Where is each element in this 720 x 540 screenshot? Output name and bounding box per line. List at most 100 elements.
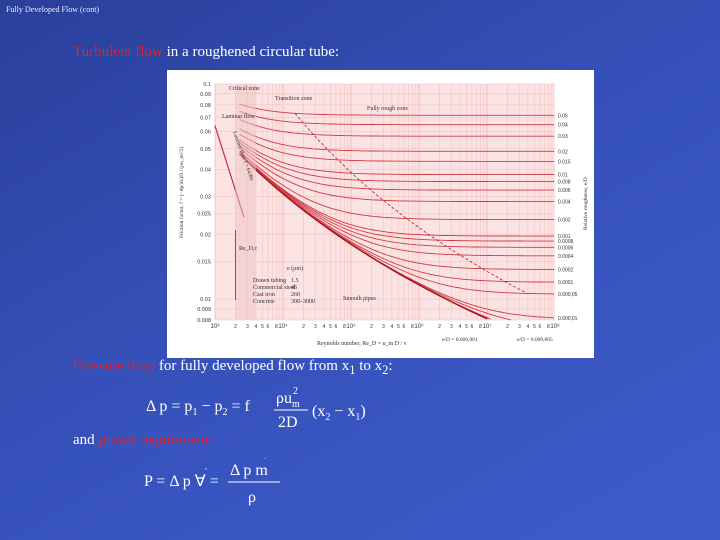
roughness-tick-label: 0.008	[558, 180, 571, 186]
moody-chart: Critical zone Transition zone Fully roug…	[167, 70, 594, 358]
f-tick-label: 0.03	[200, 194, 211, 200]
x-tick-label: 10⁸	[550, 323, 560, 330]
eq1-numerator: ρum	[276, 390, 300, 410]
material-e: 260	[291, 292, 300, 298]
x1-subscript: 1	[349, 363, 356, 377]
roughness-tick-label: 0.001	[558, 234, 571, 240]
eq1-denominator: 2D	[278, 414, 298, 431]
x-tick-label: 6	[267, 324, 270, 330]
x-tick-label: 2	[438, 324, 441, 330]
roughness-tick-label: 0.0008	[558, 239, 574, 245]
x-tick-label: 5	[261, 324, 264, 330]
x-tick-label: 2	[506, 324, 509, 330]
material-name: Drawn tubing	[253, 278, 286, 284]
f-tick-label: 0.1	[203, 82, 211, 88]
roughness-tick-label: 0.0004	[558, 254, 574, 260]
pressure-drop-mid: to x	[355, 358, 383, 374]
roughness-tick-label: 0.015	[558, 159, 571, 165]
x-tick-label: 10⁴	[278, 323, 288, 330]
moody-chart-svg: Critical zone Transition zone Fully roug…	[167, 70, 594, 358]
x-tick-label: 5	[329, 324, 332, 330]
roughness-tick-label: 0.02	[558, 149, 568, 155]
x-tick-label: 2	[234, 324, 237, 330]
x-tick-label: 8	[479, 324, 482, 330]
power-equation-svg: P = Δ p ∀ = ˙ Δ p m ˙ ρ	[144, 454, 280, 506]
x-tick-label: 10⁷	[483, 323, 492, 330]
x-tick-label: 3	[382, 324, 385, 330]
roughness-curve	[239, 142, 555, 183]
roughness-curve	[239, 150, 555, 221]
turbulent-flow-highlight: Turbulent flow	[73, 44, 163, 60]
x-tick-label: 2	[302, 324, 305, 330]
roughness-curve	[239, 103, 555, 116]
x-tick-label: 10⁶	[414, 323, 424, 330]
x-tick-label: 3	[450, 324, 453, 330]
pressure-drop-equation: Δ p = p1 − p2 = f ρum 2 2D (x2 − x1)	[146, 386, 386, 439]
f-tick-label: 0.008	[197, 318, 211, 324]
x-tick-label: 3	[518, 324, 521, 330]
x-tick-label: 6	[403, 324, 406, 330]
material-name: Cast iron	[253, 292, 275, 298]
roughness-tick-label: 0.0006	[558, 245, 574, 251]
x2-subscript: 2	[382, 363, 389, 377]
roughness-tick-label: 0.002	[558, 218, 571, 224]
x-tick-label: 5	[533, 324, 536, 330]
eq2-denominator: ρ	[248, 489, 256, 506]
x-tick-label: 4	[323, 324, 326, 330]
laminar-flow-label: Laminar flow	[222, 113, 255, 120]
roughness-curve	[239, 139, 555, 176]
material-e: 46	[291, 285, 297, 291]
f-tick-label: 0.01	[200, 297, 211, 303]
roughness-tick-label: 0.03	[558, 134, 568, 140]
eq1-paren: (x2 − x1)	[312, 403, 366, 423]
eq2-numerator-dot: ˙	[263, 458, 267, 468]
roughness-tick-label: 0.0002	[558, 267, 574, 273]
y-axis-label: Friction factor, f = (−dp/dx)D / (ρu_m²/…	[178, 146, 185, 238]
roughness-curve	[239, 153, 488, 320]
roughness-curve	[239, 152, 555, 248]
roughness-curve	[239, 133, 555, 162]
critical-zone-label: Critical zone	[229, 86, 260, 92]
f-tick-label: 0.02	[200, 232, 211, 238]
roughness-tick-label: 0.04	[558, 123, 568, 129]
material-table-header: e (μm)	[287, 265, 303, 272]
axis-ticks: 0.10.090.080.070.060.050.040.030.0250.02…	[197, 82, 577, 330]
pressure-drop-highlight: Pressure drop	[73, 358, 156, 374]
power-requirement-highlight: power requirement	[98, 432, 213, 448]
x-tick-label: 5	[397, 324, 400, 330]
roughness-tick-label: 0.004	[558, 200, 571, 206]
roughness-curve	[239, 144, 555, 191]
recrit-label: Re_D,c	[239, 246, 257, 252]
fully-rough-zone-label: Fully rough zone	[367, 106, 408, 112]
x-axis-label: Reynolds number, Re_D = u_m D / ν	[317, 341, 407, 347]
x-tick-label: 5	[465, 324, 468, 330]
material-table: e (μm) Drawn tubing 1.5 Commercial steel…	[253, 265, 315, 305]
eq1-numerator-superscript: 2	[293, 386, 298, 397]
x-tick-label: 8	[343, 324, 346, 330]
eq1-lhs: Δ p = p1 − p2 = f	[146, 398, 250, 418]
roughness-tick-label: 0.05	[558, 113, 568, 119]
f-tick-label: 0.04	[200, 168, 211, 174]
x-tick-label: 10⁵	[346, 323, 356, 330]
intro-line-rest: in a roughened circular tube:	[162, 44, 340, 60]
slide-title: Fully Developed Flow (cont)	[6, 5, 100, 14]
x-tick-label: 6	[539, 324, 542, 330]
f-tick-label: 0.06	[200, 130, 211, 136]
x-tick-label: 8	[411, 324, 414, 330]
bottom-note-2: e/D = 0.000,005	[517, 337, 553, 343]
x-tick-label: 6	[335, 324, 338, 330]
material-name: Commercial steel	[253, 285, 295, 291]
pressure-drop-end: :	[388, 358, 393, 374]
material-e: 300–3000	[291, 299, 315, 305]
roughness-curve	[239, 147, 555, 203]
material-e: 1.5	[291, 278, 299, 284]
roughness-tick-label: 0.0001	[558, 280, 574, 286]
eq2-flow-dot: ˙	[204, 465, 208, 479]
f-tick-label: 0.09	[200, 92, 211, 98]
x-tick-label: 10³	[211, 324, 220, 330]
f-tick-label: 0.015	[197, 259, 211, 265]
roughness-curve	[239, 152, 555, 237]
power-line: and power requirement	[73, 432, 212, 449]
x-tick-label: 3	[246, 324, 249, 330]
grid-lines	[214, 83, 555, 321]
